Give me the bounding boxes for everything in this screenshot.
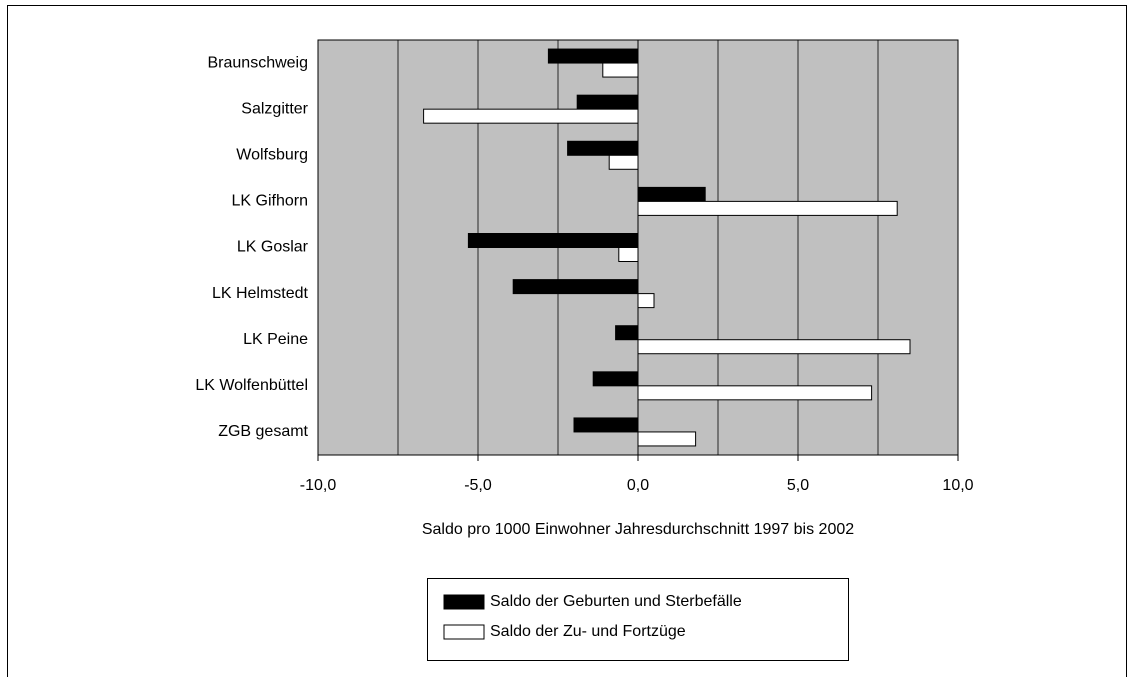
- legend-label: Saldo der Geburten und Sterbefälle: [490, 593, 742, 610]
- bar: [573, 417, 639, 433]
- bar: [608, 154, 639, 170]
- bar: [423, 108, 639, 124]
- bar: [602, 62, 639, 78]
- legend-label: Saldo der Zu- und Fortzüge: [490, 623, 686, 640]
- y-tick-label: LK Peine: [243, 331, 308, 348]
- y-tick-label: ZGB gesamt: [218, 423, 308, 440]
- y-tick-label: LK Goslar: [237, 239, 309, 256]
- legend-swatch: [443, 624, 485, 640]
- bar: [637, 293, 655, 309]
- bar: [618, 247, 639, 262]
- y-tick-label: LK Wolfenbüttel: [195, 377, 308, 394]
- bar: [467, 233, 639, 248]
- y-tick-label: LK Gifhorn: [232, 193, 308, 210]
- x-axis-title: Saldo pro 1000 Einwohner Jahresdurchschn…: [422, 521, 854, 538]
- y-tick-label: Braunschweig: [208, 54, 309, 71]
- bar: [637, 385, 873, 401]
- bar: [637, 186, 706, 202]
- bar: [576, 94, 639, 110]
- bar: [615, 325, 639, 341]
- x-tick-label: -10,0: [300, 477, 337, 494]
- legend-box: [427, 578, 849, 661]
- x-tick-label: 0,0: [627, 477, 649, 494]
- legend-swatch: [443, 594, 485, 610]
- bar: [567, 140, 639, 156]
- y-tick-label: Salzgitter: [241, 100, 308, 117]
- y-tick-label: Wolfsburg: [236, 146, 308, 163]
- x-tick-label: -5,0: [464, 477, 492, 494]
- x-tick-label: 10,0: [942, 477, 973, 494]
- y-tick-label: LK Helmstedt: [212, 285, 309, 302]
- bar: [592, 371, 639, 387]
- bar: [637, 200, 898, 216]
- bar: [637, 339, 911, 355]
- bar: [637, 431, 697, 447]
- bar: [547, 48, 639, 64]
- frame: [7, 5, 1127, 677]
- x-tick-label: 5,0: [787, 477, 809, 494]
- bar: [512, 279, 639, 295]
